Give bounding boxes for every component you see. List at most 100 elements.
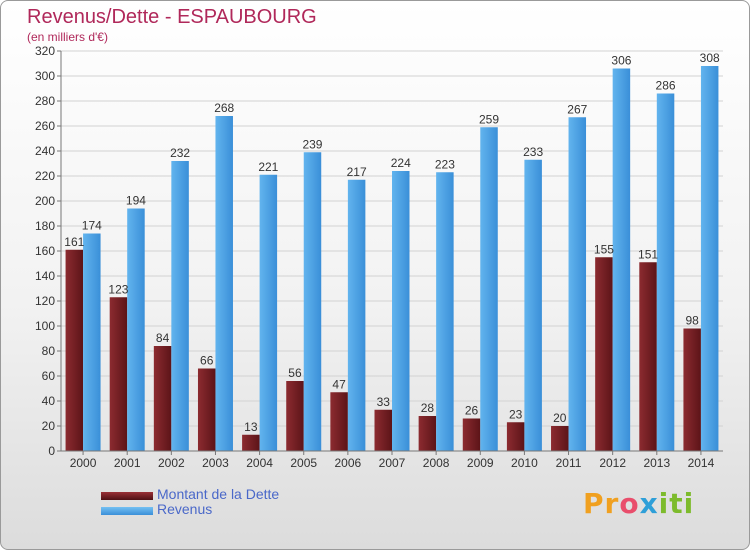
y-tick-label: 0 — [48, 444, 55, 458]
bar-revenus — [436, 172, 454, 451]
bar-dette — [197, 368, 216, 451]
bar-revenus — [259, 174, 278, 451]
y-tick-label: 220 — [35, 169, 55, 183]
data-label-revenus: 174 — [82, 219, 102, 233]
x-tick-label: 2009 — [467, 456, 494, 470]
x-tick-label: 2014 — [688, 456, 715, 470]
bar-dette — [683, 328, 701, 451]
x-tick-label: 2006 — [335, 456, 362, 470]
x-tick-label: 2007 — [379, 456, 406, 470]
x-tick-label: 2010 — [511, 456, 538, 470]
data-label-revenus: 308 — [700, 51, 720, 65]
y-tick-label: 280 — [35, 94, 55, 108]
y-tick-label: 140 — [35, 269, 55, 283]
logo-part: x — [639, 487, 659, 520]
bar-revenus — [480, 127, 498, 451]
bar-dette — [242, 434, 260, 451]
y-tick-label: 100 — [35, 319, 55, 333]
y-tick-label: 200 — [35, 194, 55, 208]
data-label-dette: 66 — [200, 354, 214, 368]
logo-part: Pr — [583, 487, 620, 520]
data-label-dette: 26 — [465, 404, 479, 418]
bar-dette — [506, 422, 525, 451]
x-tick-label: 2002 — [158, 456, 185, 470]
data-label-revenus: 233 — [523, 145, 543, 159]
bar-dette — [639, 262, 657, 451]
data-label-revenus: 217 — [347, 165, 367, 179]
bar-dette — [286, 381, 304, 451]
data-label-dette: 123 — [108, 282, 128, 296]
x-tick-label: 2000 — [70, 456, 97, 470]
y-tick-label: 120 — [35, 294, 55, 308]
data-label-dette: 151 — [638, 247, 658, 261]
bar-revenus — [83, 233, 101, 451]
chart-subtitle: (en milliers d'€) — [27, 30, 108, 44]
logo-part: iti — [658, 487, 695, 520]
bar-dette — [65, 249, 84, 451]
bar-revenus — [612, 68, 631, 451]
bar-revenus — [127, 208, 145, 451]
data-label-revenus: 221 — [258, 160, 278, 174]
data-label-dette: 161 — [64, 235, 84, 249]
data-label-revenus: 286 — [656, 79, 676, 93]
bar-revenus — [568, 117, 587, 451]
data-label-dette: 33 — [377, 395, 391, 409]
bar-dette — [153, 346, 172, 451]
bar-revenus — [347, 179, 366, 451]
data-label-dette: 13 — [244, 420, 258, 434]
x-tick-label: 2004 — [246, 456, 273, 470]
data-label-revenus: 194 — [126, 194, 146, 208]
data-label-dette: 56 — [288, 366, 302, 380]
data-label-revenus: 268 — [214, 101, 234, 115]
chart-title: Revenus/Dette - ESPAUBOURG — [27, 6, 317, 28]
y-tick-label: 180 — [35, 219, 55, 233]
x-tick-label: 2005 — [290, 456, 317, 470]
y-tick-label: 320 — [35, 44, 55, 58]
x-tick-label: 2012 — [599, 456, 626, 470]
data-label-revenus: 267 — [567, 102, 587, 116]
data-label-dette: 28 — [421, 401, 435, 415]
y-tick-label: 300 — [35, 69, 55, 83]
y-tick-label: 240 — [35, 144, 55, 158]
bar-dette — [374, 409, 392, 451]
bar-revenus — [700, 66, 719, 451]
proxiti-logo: Proxiti — [583, 487, 694, 520]
bar-revenus — [656, 93, 675, 451]
data-label-revenus: 239 — [302, 137, 322, 151]
y-tick-label: 80 — [42, 344, 56, 358]
data-label-dette: 23 — [509, 407, 523, 421]
bar-revenus — [215, 116, 233, 451]
data-label-dette: 47 — [332, 377, 346, 391]
x-tick-label: 2008 — [423, 456, 450, 470]
y-tick-label: 160 — [35, 244, 55, 258]
data-label-revenus: 224 — [391, 156, 411, 170]
data-label-dette: 155 — [594, 242, 614, 256]
x-tick-label: 2013 — [643, 456, 670, 470]
data-label-dette: 84 — [156, 331, 170, 345]
y-tick-label: 20 — [42, 419, 56, 433]
data-label-revenus: 259 — [479, 112, 499, 126]
bar-dette — [330, 392, 348, 451]
bar-dette — [595, 257, 613, 451]
x-tick-label: 2011 — [556, 456, 582, 470]
bar-revenus — [171, 161, 189, 451]
bar-dette — [418, 416, 437, 451]
bar-dette — [109, 297, 128, 451]
logo-part: o — [619, 487, 640, 520]
data-label-revenus: 232 — [170, 146, 190, 160]
bar-revenus — [392, 171, 410, 451]
bar-revenus — [303, 152, 322, 451]
bar-dette — [462, 418, 481, 451]
y-tick-label: 60 — [42, 369, 56, 383]
legend-label-dette: Montant de la Dette — [157, 486, 280, 502]
data-label-revenus: 223 — [435, 157, 455, 171]
y-tick-label: 40 — [42, 394, 56, 408]
legend-swatch-revenus — [101, 507, 153, 515]
legend-label-revenus: Revenus — [157, 501, 213, 517]
legend-swatch-dette — [101, 492, 153, 500]
x-tick-label: 2001 — [114, 456, 141, 470]
data-label-dette: 20 — [553, 411, 567, 425]
bar-dette — [551, 426, 569, 451]
